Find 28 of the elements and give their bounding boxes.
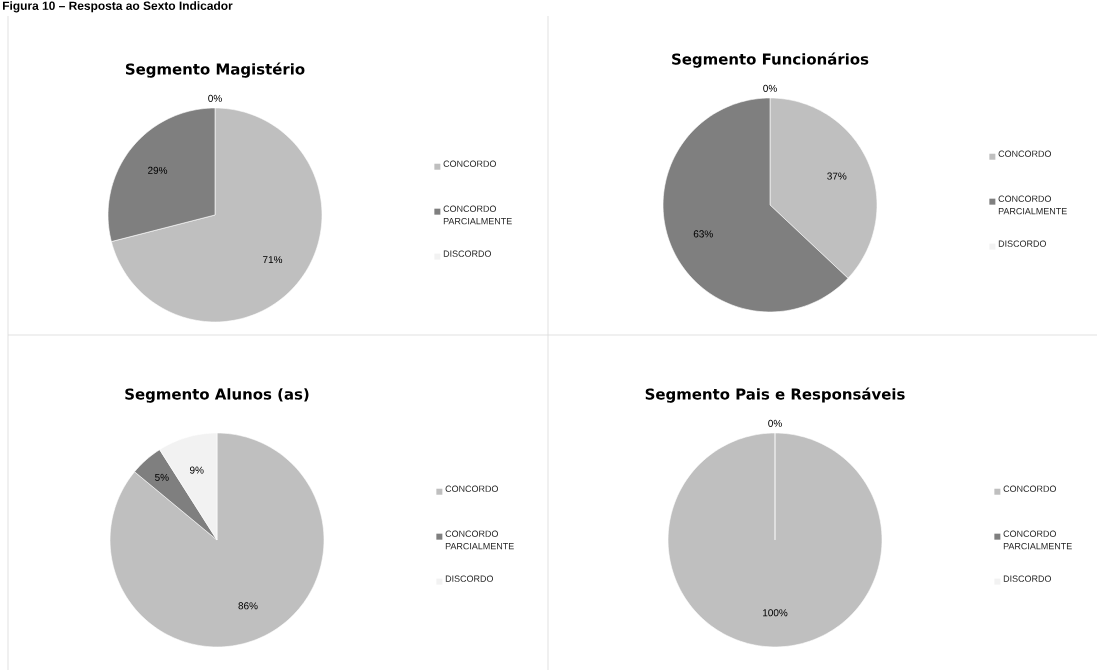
- text: 0%: [208, 94, 222, 102]
- legend-label: CONCORDO: [443, 160, 496, 167]
- legend-label: CONCORDO PARCIALMENTE: [443, 205, 512, 225]
- data-label: 5%: [155, 473, 169, 481]
- legend-label: DISCORDO: [1003, 575, 1052, 582]
- data-label: 71%: [263, 256, 283, 264]
- chart-title: Segmento Magistério: [125, 62, 305, 78]
- legend-label: DISCORDO: [443, 250, 492, 257]
- legend-label: CONCORDO PARCIALMENTE: [445, 530, 514, 550]
- data-label: 9%: [189, 466, 204, 474]
- data-label: 86%: [238, 602, 258, 610]
- legend-label: DISCORDO: [998, 240, 1047, 247]
- legend-label: CONCORDO PARCIALMENTE: [998, 195, 1067, 215]
- legend-label: CONCORDO: [1003, 485, 1056, 492]
- chart-title: Segmento Funcionários: [672, 52, 869, 68]
- data-label: 37%: [827, 172, 847, 180]
- data-label: 100%: [763, 609, 788, 617]
- legend-label: CONCORDO PARCIALMENTE: [1003, 530, 1072, 550]
- text: 0%: [768, 419, 782, 427]
- data-label: 63%: [693, 230, 713, 238]
- text: Figura 10 – Resposta ao Sexto Indicador: [3, 1, 233, 13]
- legend-label: CONCORDO: [445, 485, 498, 492]
- legend-label: CONCORDO: [998, 150, 1051, 157]
- data-label: 29%: [148, 166, 168, 174]
- text: 0%: [763, 84, 777, 92]
- chart-title: Segmento Pais e Responsáveis: [645, 387, 905, 403]
- chart-title: Segmento Alunos (as): [125, 388, 309, 403]
- legend-label: DISCORDO: [445, 575, 494, 582]
